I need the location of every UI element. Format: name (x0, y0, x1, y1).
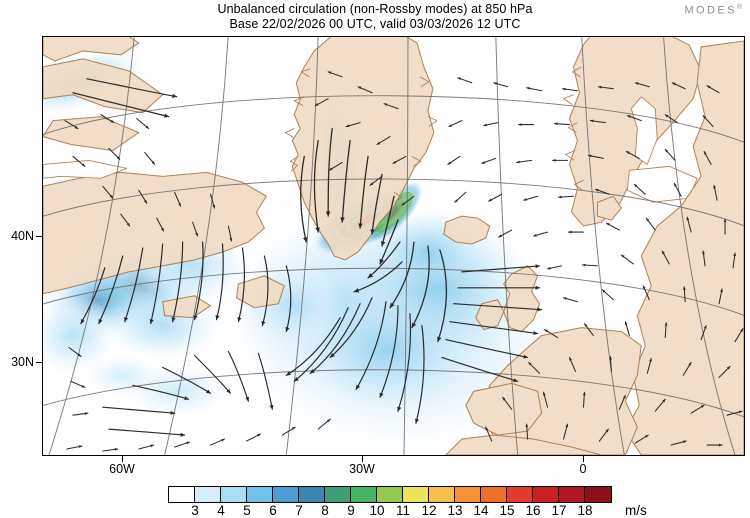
colorbar-cell-10 (429, 487, 455, 502)
colorbar-label-7: 7 (295, 503, 303, 518)
colorbar-label-6: 6 (269, 503, 277, 518)
parallel-30n (43, 369, 744, 418)
background-wind-arrows (64, 71, 744, 452)
xlabel-60w: 60W (109, 462, 135, 476)
colorbar-label-14: 14 (473, 503, 489, 518)
colorbar-cell-3 (247, 487, 273, 502)
colorbar-cell-11 (455, 487, 481, 502)
colorbar-cell-13 (507, 487, 533, 502)
colorbar-cell-6 (325, 487, 351, 502)
colorbar-cell-8 (377, 487, 403, 502)
greenland-fjords (284, 68, 438, 203)
xtick-30w (362, 456, 364, 462)
labrador-streamlines (72, 78, 292, 333)
colorbar-cell-9 (403, 487, 429, 502)
colorbar-cells (168, 486, 612, 503)
colorbar-label-10: 10 (369, 503, 385, 518)
colorbar-label-5: 5 (243, 503, 251, 518)
meridian-30w (403, 37, 409, 455)
baffin-island (43, 58, 164, 114)
xtick-60w (122, 456, 124, 462)
registered-mark-icon: ® (736, 4, 742, 11)
colorbar-cell-2 (221, 487, 247, 502)
colorbar-cell-16 (585, 487, 611, 502)
chart-subtitle: Base 22/02/2026 00 UTC, valid 03/03/2026… (229, 17, 521, 31)
southwest-return-flow (102, 350, 274, 437)
brand-text: MODES (684, 4, 737, 17)
colorbar-label-13: 13 (447, 503, 463, 518)
graticule (43, 37, 744, 455)
iceland (443, 215, 491, 245)
newfoundland (235, 275, 285, 309)
meridian-45w (285, 37, 319, 455)
map-plot-area[interactable] (42, 36, 745, 456)
colorbar-label-8: 8 (321, 503, 329, 518)
denmark (596, 195, 622, 221)
norway-fjords (563, 66, 584, 191)
baffin-island-south (43, 116, 140, 151)
xlabel-0: 0 (579, 462, 587, 476)
iberian-peninsula (465, 382, 543, 436)
colorbar-label-9: 9 (347, 503, 355, 518)
colorbar-label-17: 17 (551, 503, 567, 518)
page-title: Unbalanced circulation (non-Rossby modes… (217, 2, 533, 16)
great-britain (503, 265, 541, 333)
landmasses (43, 37, 744, 455)
colorbar-label-16: 16 (525, 503, 541, 518)
colorbar-label-18: 18 (577, 503, 593, 518)
ytick-40n (36, 236, 42, 238)
meridian-15w (495, 37, 519, 455)
colorbar-label-11: 11 (395, 503, 411, 518)
south-greenland-streamlines (285, 297, 425, 424)
colorbar-cell-12 (481, 487, 507, 502)
wind-vector-field (64, 71, 744, 452)
colorbar-label-4: 4 (217, 503, 225, 518)
chart-title-block: Unbalanced circulation (non-Rossby modes… (0, 2, 750, 32)
map-canvas (43, 37, 744, 455)
colorbar-cell-4 (273, 487, 299, 502)
xlabel-30w: 30W (349, 462, 375, 476)
parallel-60n (43, 95, 744, 143)
tip-jet-streamlines (300, 127, 447, 343)
east-atlantic-streamlines (441, 264, 543, 383)
xtick-0 (583, 456, 585, 462)
colorbar-label-3: 3 (191, 503, 199, 518)
colorbar-cell-14 (533, 487, 559, 502)
colorbar-cell-7 (351, 487, 377, 502)
eastern-europe (624, 40, 744, 455)
ytick-30n (36, 362, 42, 364)
ylabel-40n: 40N (11, 229, 34, 243)
colorbar-label-12: 12 (421, 503, 437, 518)
gulf-of-bothnia (630, 96, 658, 165)
meridian-0 (581, 37, 625, 455)
northwest-africa (445, 434, 602, 455)
colorbar-cell-0 (169, 487, 195, 502)
tip-jet-tail (364, 180, 424, 244)
parallel-40n (43, 267, 744, 316)
hudson-strait (43, 159, 128, 179)
meridian-15e (663, 37, 736, 455)
meridian-75w (48, 37, 135, 455)
ellesmere-island (43, 37, 140, 62)
modes-logo: MODES® (684, 4, 742, 17)
colorbar-cell-15 (559, 487, 585, 502)
ylabel-30n: 30N (11, 355, 34, 369)
colorbar-cell-5 (299, 487, 325, 502)
colorbar-label-15: 15 (499, 503, 515, 518)
colorbar-cell-1 (195, 487, 221, 502)
colorbar-units: m/s (625, 503, 647, 518)
parallel-50n (43, 178, 744, 227)
colorbar (168, 486, 612, 503)
